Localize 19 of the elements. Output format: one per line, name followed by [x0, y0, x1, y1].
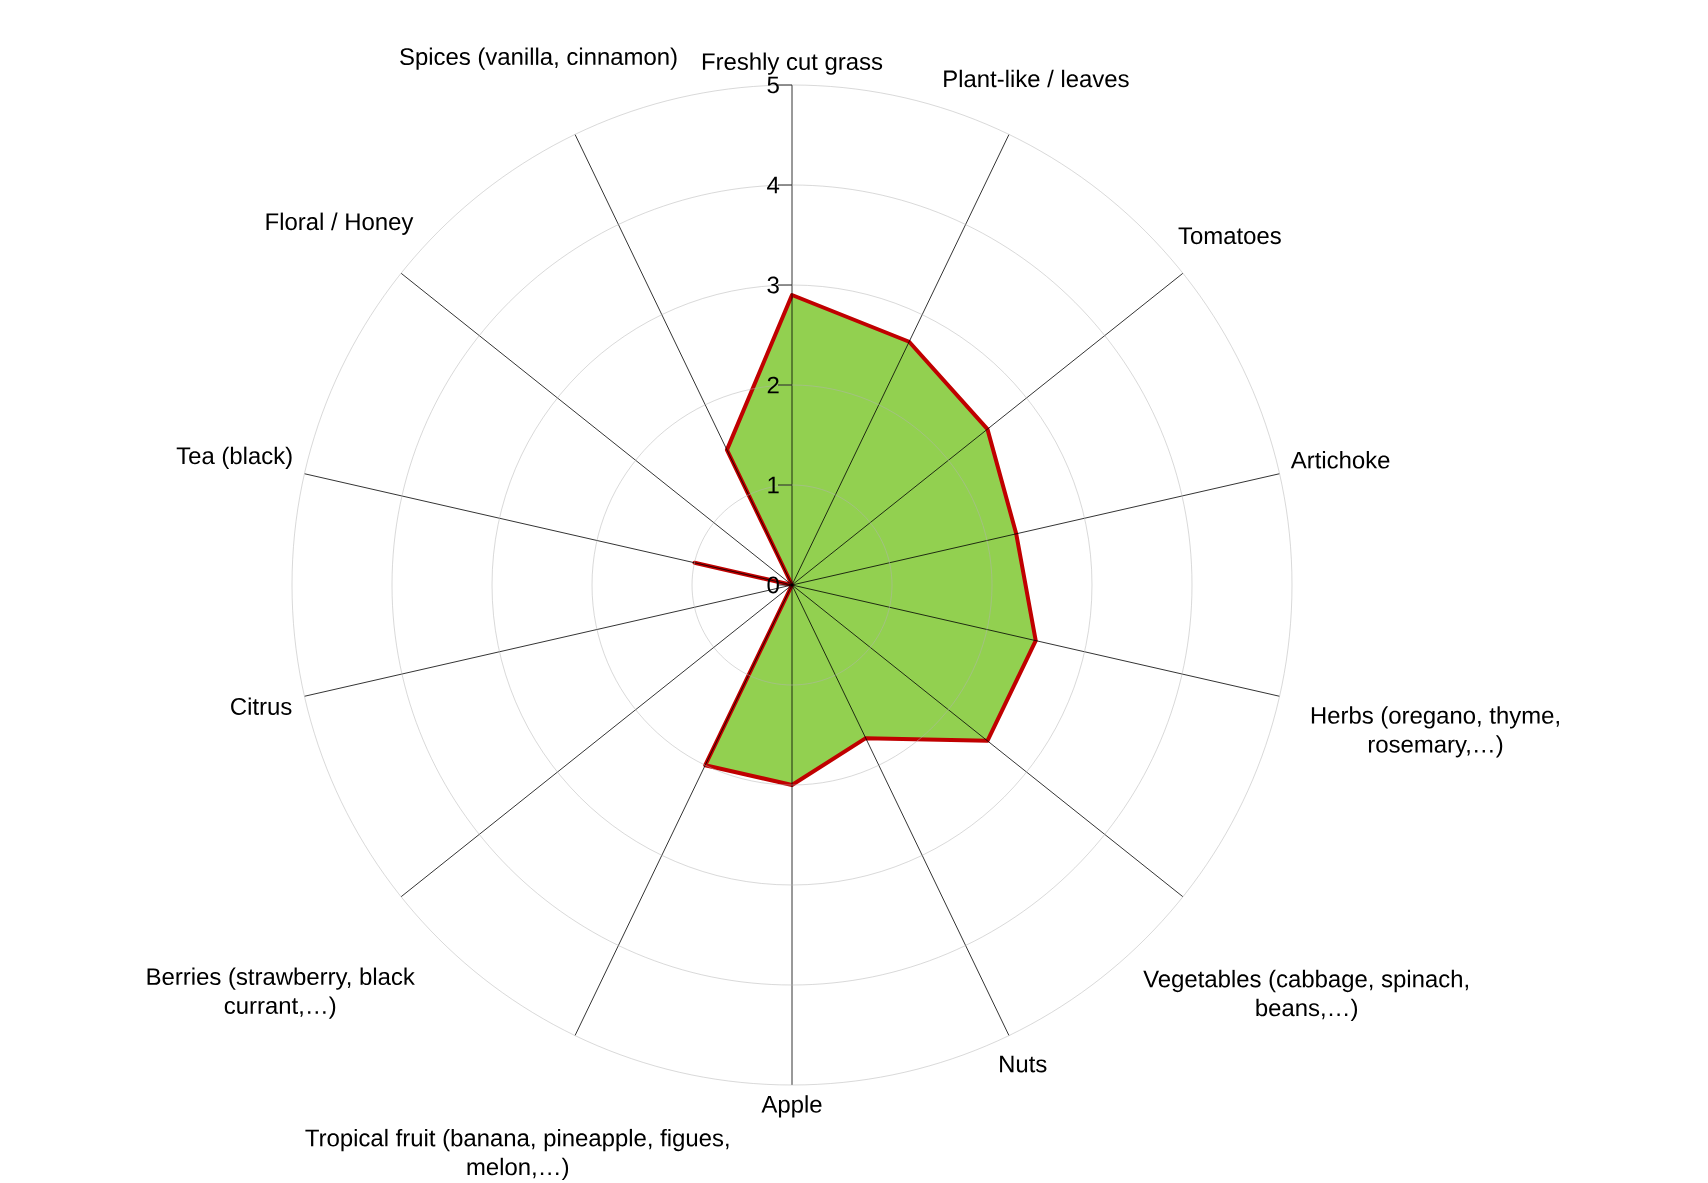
- spoke-label: Freshly cut grass: [702, 52, 883, 75]
- spoke-label: Herbs (oregano, thyme, rosemary,…): [1311, 706, 1559, 758]
- y-tick-label: 2: [767, 376, 779, 394]
- y-tick-label: 5: [767, 76, 779, 94]
- spoke-label: Vegetables (cabbage, spinach, beans,…): [1143, 969, 1468, 1022]
- spoke-label: Nuts: [1000, 1055, 1047, 1073]
- spoke-label: Spices (vanilla, cinnamon): [400, 47, 677, 70]
- spoke-label: Tea (black): [176, 446, 292, 469]
- spoke-label: Tomatoes: [1178, 227, 1281, 245]
- spoke-label: Plant-like / leaves: [944, 69, 1129, 88]
- y-tick-label: 1: [768, 476, 779, 494]
- spoke-label: Tropical fruit (banana, pineapple, figues, melon,…): [305, 1128, 729, 1181]
- spoke-label: Artichoke: [1290, 451, 1390, 469]
- y-tick-label: 3: [767, 276, 779, 294]
- spoke-label: Apple: [761, 1095, 822, 1118]
- spoke-label: Berries (strawberry, black currant,…): [147, 967, 415, 1019]
- spoke-label: Citrus: [231, 697, 292, 715]
- y-tick-label: 4: [767, 176, 780, 194]
- spoke-label: Floral / Honey: [266, 212, 414, 235]
